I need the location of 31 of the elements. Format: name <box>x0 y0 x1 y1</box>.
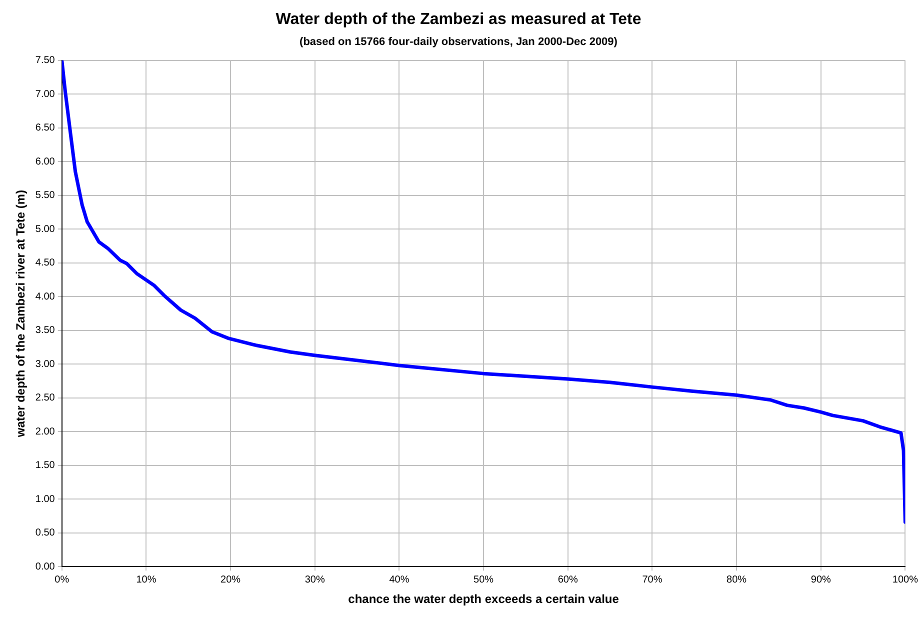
y-tick-label: 1.50 <box>35 460 56 472</box>
x-tick-label: 80% <box>726 574 747 586</box>
y-tick-label: 7.00 <box>35 88 56 100</box>
y-tick-label: 3.00 <box>35 358 56 370</box>
x-tick-label: 70% <box>642 574 662 586</box>
y-tick-label: 0.50 <box>35 528 56 539</box>
y-tick-label: 0.00 <box>35 561 56 572</box>
y-tick-label: 7.50 <box>35 55 56 66</box>
y-tick-label: 6.50 <box>35 122 56 134</box>
x-tick-label: 0% <box>54 574 70 586</box>
y-axis-title: water depth of the Zambezi river at Tete (m) <box>14 190 28 438</box>
y-tick-label: 5.00 <box>35 224 56 235</box>
y-tick-label: 2.00 <box>35 426 56 438</box>
y-tick-label: 1.00 <box>35 494 56 505</box>
y-tick-label: 5.50 <box>35 190 56 202</box>
x-tick-label: 20% <box>220 574 241 586</box>
y-tick-label: 2.50 <box>35 392 56 404</box>
chart-subtitle: (based on 15766 four-daily observations, Jan 2000-Dec 2009) <box>300 36 618 48</box>
x-axis-title: chance the water depth exceeds a certain value <box>348 592 620 606</box>
x-tick-label: 60% <box>558 574 578 586</box>
x-tick-label: 30% <box>304 574 325 586</box>
y-tick-label: 3.50 <box>35 325 56 336</box>
x-tick-label: 40% <box>389 574 410 586</box>
x-tick-label: 100% <box>892 574 918 586</box>
y-tick-label: 4.00 <box>35 291 56 302</box>
y-tick-label: 6.00 <box>35 156 56 168</box>
x-tick-label: 50% <box>474 574 494 586</box>
x-tick-label: 10% <box>136 574 156 586</box>
chart-title: Water depth of the Zambezi as measured at Tete <box>276 11 642 28</box>
y-tick-label: 4.50 <box>35 258 56 269</box>
x-tick-label: 90% <box>810 574 831 586</box>
